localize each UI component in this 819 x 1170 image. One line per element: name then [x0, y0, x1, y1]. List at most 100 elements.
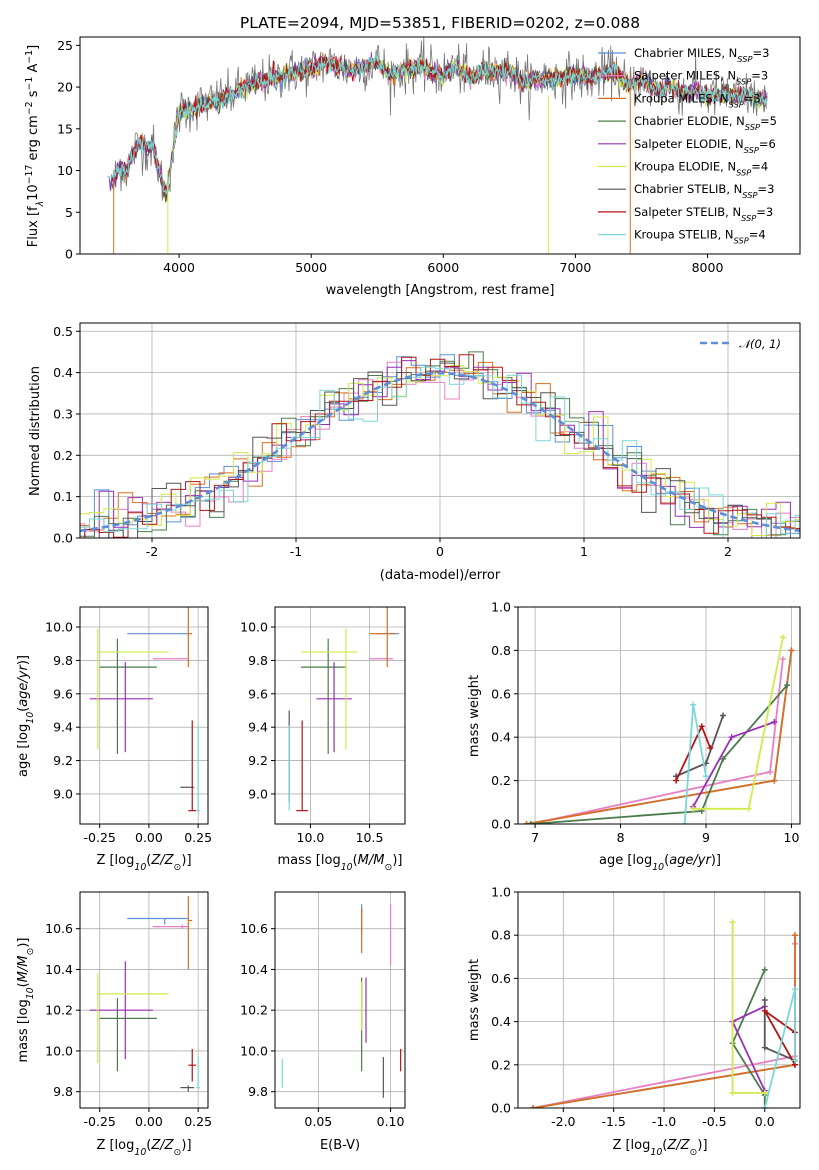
y-tick-label: 1.0 [491, 885, 511, 900]
mass-weight-age-line [530, 658, 784, 824]
histogram-series [80, 361, 800, 538]
x-tick-label: -1.5 [601, 1114, 625, 1129]
y-tick-label: 9.4 [248, 720, 268, 735]
x-tick-label: 10.5 [356, 830, 384, 845]
mass-weight-age-marker [673, 777, 680, 784]
label-fragment: 10 [26, 184, 41, 201]
y-tick-label: 9.2 [53, 753, 73, 768]
y-tick-label: 15 [57, 121, 73, 136]
residuals-axes: -2 -1 0 1 2 0.0 0.1 0.2 0.3 0.4 0.5 [53, 322, 801, 559]
spectrum-plot-area [107, 37, 768, 254]
label-fragment: ( [664, 853, 669, 868]
mass-weight-age-marker [690, 805, 697, 812]
x-tick-label: -0.25 [84, 1114, 116, 1129]
y-tick-label: 10.6 [240, 921, 268, 936]
residuals-plot-area [80, 351, 800, 538]
label-fragment: Kroupa STELIB, N [634, 228, 734, 242]
x-tick-label: 0.25 [184, 1114, 212, 1129]
y-axis-label: Normed distribution [28, 366, 43, 496]
label-fragment: Z [log [612, 1138, 650, 1153]
mass-weight-Z-marker [761, 966, 768, 973]
y-tick-label: 9.6 [248, 686, 268, 701]
y-tick-label: 10.6 [45, 921, 73, 936]
y-tick-label: 0.4 [53, 365, 73, 380]
histogram-series [80, 366, 800, 538]
x-tick-label: -2.0 [551, 1114, 575, 1129]
mass-weight-Z-marker [761, 1089, 768, 1096]
label-fragment: SSP [737, 54, 752, 64]
mass-weight-age-marker [767, 768, 774, 775]
axes-frame [79, 606, 209, 825]
y-tick-label: 10.0 [240, 620, 268, 635]
label-fragment: s [26, 90, 41, 101]
y-tick-label: 10.0 [240, 1043, 268, 1058]
y-tick-label: 0.0 [491, 817, 511, 832]
label-fragment: SSP [744, 145, 759, 155]
label-fragment: =4 [749, 228, 766, 242]
y-tick-label: 5 [65, 205, 73, 220]
mass-weight-age-marker [703, 773, 709, 780]
label-fragment: SSP [736, 77, 751, 87]
axes-frame [79, 891, 209, 1109]
axes-frame [274, 891, 406, 1109]
y-tick-label: 9.6 [53, 686, 73, 701]
massweight_vs_Z-plot-area [530, 919, 798, 1108]
label-fragment: )] [392, 853, 402, 868]
mass-weight-age-marker [771, 777, 778, 784]
label-fragment: ⊙ [25, 948, 36, 956]
x-tick-label: -1 [290, 544, 302, 559]
y-tick-label: 1.0 [491, 600, 511, 615]
label-fragment: Salpeter MILES, N [634, 69, 736, 83]
massweight_vs_age-plot-area [523, 634, 795, 824]
x-tick-label: 5000 [295, 260, 327, 275]
y-axis-label: mass [log10(M/M⊙)] [16, 938, 36, 1063]
histogram-series [80, 354, 800, 538]
y-axis-label: age [log10(age/yr)] [16, 655, 36, 777]
mass-weight-age-marker [720, 712, 727, 719]
label-fragment: =3 [751, 69, 768, 83]
x-axis-label: Z [log10(Z/Z⊙)] [96, 853, 191, 873]
x-tick-label: 0.10 [377, 1114, 405, 1129]
axes-frame [274, 606, 406, 825]
label-fragment: )] [16, 655, 31, 665]
histogram-series [80, 361, 800, 538]
label-fragment: ⊙ [174, 862, 182, 873]
mass-weight-age-marker [720, 755, 727, 762]
legend-label: Salpeter ELODIE, NSSP=6 [634, 137, 776, 155]
y-tick-label: 0.4 [491, 1014, 511, 1029]
mass_vs_ebv-axes: 0.05 0.10 9.8 10.0 10.2 10.4 10.6 [240, 891, 406, 1129]
x-axis-label: age [log10(age/yr)] [599, 853, 721, 873]
label-fragment: ( [16, 982, 31, 987]
label-fragment: Chabrier ELODIE, N [634, 114, 745, 128]
age_vs_mass-plot-area [288, 607, 400, 812]
y-tick-label: 0.6 [491, 971, 511, 986]
x-tick-label: 10.0 [297, 830, 325, 845]
label-fragment: )] [181, 853, 191, 868]
massweight_vs_Z-axes: -2.0 -1.5 -1.0 -0.5 0.0 0.0 0.2 0.4 0.6 0.8 1.0 [491, 885, 801, 1129]
y-tick-label: 10.2 [240, 1003, 268, 1018]
mass-weight-age-marker [527, 821, 534, 824]
x-tick-label: 8000 [692, 260, 724, 275]
label-fragment: ( [662, 1138, 667, 1153]
y-tick-label: 0.3 [53, 406, 73, 421]
label-fragment: =5 [760, 114, 777, 128]
legend-label: Kroupa ELODIE, NSSP=4 [634, 160, 768, 178]
x-axis-label: E(B-V) [320, 1138, 360, 1153]
x-tick-label: 7000 [560, 260, 592, 275]
label-fragment: 10 [650, 1147, 662, 1158]
x-tick-label: -2 [146, 544, 158, 559]
label-fragment: Z/Z [150, 853, 174, 868]
mass-weight-age-marker [788, 647, 795, 654]
x-axis-label: Z [log10(Z/Z⊙)] [96, 1138, 191, 1158]
x-tick-label: 4000 [163, 260, 195, 275]
label-fragment: −1 [24, 77, 35, 91]
x-tick-label: 0.25 [184, 830, 212, 845]
label-fragment: =4 [751, 160, 768, 174]
y-tick-label: 9.8 [248, 653, 268, 668]
y-tick-label: 9.8 [248, 1084, 268, 1099]
label-fragment: ( [353, 853, 358, 868]
y-tick-label: 9.2 [248, 753, 268, 768]
y-axis-label: mass weight [467, 959, 482, 1041]
x-tick-label: 6000 [427, 260, 459, 275]
label-fragment: 10 [25, 712, 36, 724]
